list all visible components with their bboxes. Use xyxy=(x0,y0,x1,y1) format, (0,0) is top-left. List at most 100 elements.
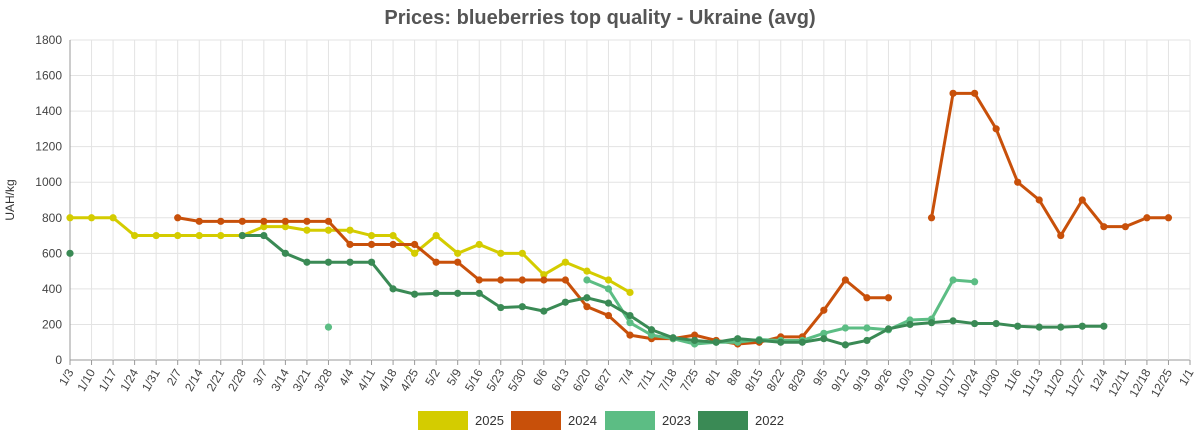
data-point-2022[interactable] xyxy=(454,289,462,297)
data-point-2025[interactable] xyxy=(367,231,376,240)
data-point-2024[interactable] xyxy=(691,331,699,339)
data-point-2024[interactable] xyxy=(949,89,957,97)
data-point-2025[interactable] xyxy=(411,249,419,257)
data-point-2024[interactable] xyxy=(841,276,849,284)
data-point-2025[interactable] xyxy=(583,267,591,275)
data-point-2022[interactable] xyxy=(475,289,483,297)
data-point-2024[interactable] xyxy=(324,217,333,225)
data-point-2022[interactable] xyxy=(260,231,268,240)
data-point-2022[interactable] xyxy=(647,326,656,334)
data-point-2022[interactable] xyxy=(238,231,246,240)
data-point-2025[interactable] xyxy=(131,231,139,240)
data-point-2022[interactable] xyxy=(841,341,849,349)
data-point-2024[interactable] xyxy=(863,294,871,302)
data-point-2023[interactable] xyxy=(583,276,591,284)
data-point-2023[interactable] xyxy=(626,319,634,327)
legend-item-2022[interactable]: 2022 xyxy=(698,411,784,430)
data-point-2025[interactable] xyxy=(152,231,160,240)
data-point-2024[interactable] xyxy=(518,276,526,284)
data-point-2024[interactable] xyxy=(432,258,440,266)
data-point-2022[interactable] xyxy=(540,307,548,315)
data-point-2024[interactable] xyxy=(389,240,397,249)
data-point-2023[interactable] xyxy=(647,331,656,339)
data-point-2025[interactable] xyxy=(497,249,505,257)
data-point-2024[interactable] xyxy=(1014,178,1022,186)
data-point-2025[interactable] xyxy=(454,249,462,257)
data-point-2024[interactable] xyxy=(1078,196,1086,204)
data-point-2023[interactable] xyxy=(820,329,828,337)
data-point-2024[interactable] xyxy=(238,217,246,225)
data-point-2024[interactable] xyxy=(346,240,354,249)
legend-item-2024[interactable]: 2024 xyxy=(511,411,597,430)
data-point-2022[interactable] xyxy=(992,319,1000,328)
data-point-2022[interactable] xyxy=(367,258,376,266)
data-point-2022[interactable] xyxy=(324,258,333,266)
data-point-2024[interactable] xyxy=(1035,196,1043,204)
data-point-2024[interactable] xyxy=(303,217,311,225)
data-point-2024[interactable] xyxy=(1100,223,1108,231)
data-point-2025[interactable] xyxy=(281,223,289,231)
data-point-2022[interactable] xyxy=(669,334,677,342)
data-point-2024[interactable] xyxy=(992,125,1000,133)
data-point-2022[interactable] xyxy=(66,249,74,257)
data-point-2023[interactable] xyxy=(971,278,979,286)
data-point-2025[interactable] xyxy=(432,231,440,240)
data-point-2024[interactable] xyxy=(217,217,225,225)
data-point-2025[interactable] xyxy=(346,226,354,234)
data-point-2022[interactable] xyxy=(691,336,699,345)
data-point-2025[interactable] xyxy=(540,271,548,279)
data-point-2022[interactable] xyxy=(1014,322,1022,330)
data-point-2023[interactable] xyxy=(324,323,333,331)
data-point-2024[interactable] xyxy=(195,217,203,225)
data-point-2022[interactable] xyxy=(755,336,763,345)
data-point-2024[interactable] xyxy=(281,217,289,225)
data-point-2022[interactable] xyxy=(1057,323,1065,331)
data-point-2024[interactable] xyxy=(971,89,979,97)
data-point-2022[interactable] xyxy=(561,298,569,306)
data-point-2025[interactable] xyxy=(475,240,483,249)
data-point-2024[interactable] xyxy=(497,276,505,284)
data-point-2023[interactable] xyxy=(604,285,613,293)
data-point-2022[interactable] xyxy=(497,303,505,312)
data-point-2022[interactable] xyxy=(798,338,806,346)
data-point-2022[interactable] xyxy=(604,299,613,307)
data-point-2022[interactable] xyxy=(971,319,979,328)
data-point-2025[interactable] xyxy=(195,231,203,240)
data-point-2025[interactable] xyxy=(87,214,96,222)
data-point-2022[interactable] xyxy=(734,335,742,343)
data-point-2022[interactable] xyxy=(1035,323,1043,331)
data-point-2022[interactable] xyxy=(583,294,591,302)
data-point-2022[interactable] xyxy=(626,311,634,320)
data-point-2024[interactable] xyxy=(454,258,462,266)
data-point-2025[interactable] xyxy=(604,276,613,284)
data-point-2024[interactable] xyxy=(540,276,548,284)
data-point-2025[interactable] xyxy=(303,226,311,234)
data-point-2024[interactable] xyxy=(475,276,483,284)
data-point-2025[interactable] xyxy=(324,226,333,234)
legend-item-2023[interactable]: 2023 xyxy=(605,411,691,430)
data-point-2024[interactable] xyxy=(1143,214,1151,222)
data-point-2022[interactable] xyxy=(906,320,914,329)
data-point-2025[interactable] xyxy=(109,214,117,222)
data-point-2023[interactable] xyxy=(841,324,849,332)
data-point-2024[interactable] xyxy=(1057,231,1065,240)
data-point-2025[interactable] xyxy=(518,249,526,257)
data-point-2022[interactable] xyxy=(863,336,871,345)
data-point-2022[interactable] xyxy=(389,285,397,293)
data-point-2025[interactable] xyxy=(66,214,74,222)
data-point-2024[interactable] xyxy=(561,276,569,284)
legend[interactable]: 2025 2024 2023 2022 xyxy=(418,411,784,430)
data-point-2024[interactable] xyxy=(367,240,376,249)
data-point-2025[interactable] xyxy=(561,258,569,266)
data-point-2024[interactable] xyxy=(583,303,591,311)
data-point-2023[interactable] xyxy=(863,324,871,332)
data-point-2022[interactable] xyxy=(1100,322,1108,330)
data-point-2022[interactable] xyxy=(303,258,311,266)
data-point-2024[interactable] xyxy=(1164,214,1173,222)
data-point-2022[interactable] xyxy=(949,317,957,325)
data-point-2022[interactable] xyxy=(1078,322,1086,330)
data-point-2022[interactable] xyxy=(411,290,419,298)
data-point-2024[interactable] xyxy=(174,214,182,222)
data-point-2022[interactable] xyxy=(777,338,785,346)
data-point-2025[interactable] xyxy=(217,231,225,240)
